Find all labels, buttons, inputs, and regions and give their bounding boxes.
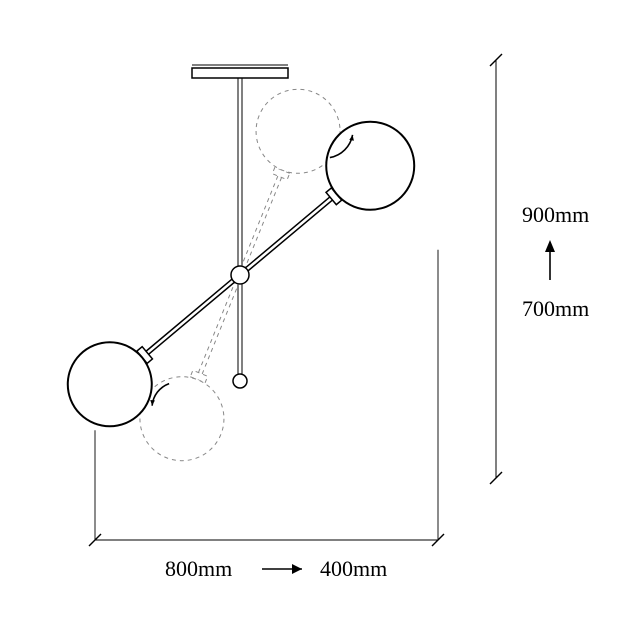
pivot-ball: [231, 266, 249, 284]
height-from-label: 900mm: [522, 202, 589, 227]
height-to-label: 700mm: [522, 296, 589, 321]
width-to-label: 400mm: [320, 556, 387, 581]
width-from-label: 800mm: [165, 556, 232, 581]
rod-end-ball: [233, 374, 247, 388]
ceiling-plate: [192, 68, 288, 78]
height-arrow-head: [545, 240, 555, 252]
dimension-diagram: 800mm 400mm 900mm 700mm: [0, 0, 620, 620]
width-arrow-head: [292, 564, 302, 574]
